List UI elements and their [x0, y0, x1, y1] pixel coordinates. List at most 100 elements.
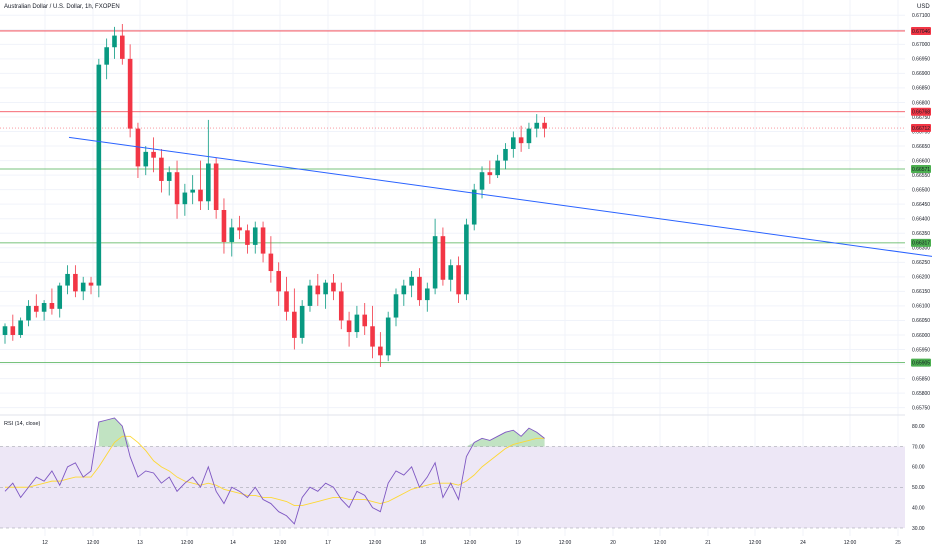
last-price-tag — [911, 124, 931, 133]
rsi-tick-label: 70.00 — [912, 444, 925, 450]
time-tick-label: 17 — [325, 540, 331, 546]
candle-body — [18, 320, 23, 335]
candle-body — [10, 326, 16, 335]
time-tick-label: 20 — [610, 540, 616, 546]
candle-body — [33, 305, 39, 312]
candle-body — [471, 189, 477, 225]
candle-body — [503, 148, 508, 161]
level-price-tag — [911, 358, 931, 367]
candle-body — [307, 285, 313, 306]
rsi-tick-label: 30.00 — [912, 526, 925, 532]
candle-body — [464, 224, 469, 295]
symbol-title[interactable]: Australian Dollar / U.S. Dollar, 1h, FXO… — [4, 4, 120, 10]
rsi-tick-label: 40.00 — [912, 505, 925, 511]
candle-body — [448, 265, 454, 280]
rsi-indicator-label[interactable]: RSI (14, close) — [4, 421, 41, 427]
time-tick-label: 12:00 — [274, 540, 287, 546]
rsi-tick-label: 60.00 — [912, 465, 925, 471]
candle-body — [370, 326, 375, 347]
price-tick-label: 0.66650 — [912, 144, 930, 150]
price-tick-label: 0.66900 — [912, 71, 930, 77]
candle-body — [409, 276, 414, 286]
price-tick-label: 0.66550 — [912, 173, 930, 179]
candle-body — [440, 236, 446, 280]
candle-body — [190, 189, 195, 193]
time-tick-label: 12:00 — [181, 540, 194, 546]
candle-body — [315, 285, 321, 295]
price-tick-label: 0.66200 — [912, 275, 930, 281]
time-tick-label: 18 — [420, 540, 426, 546]
price-tick-label: 0.66150 — [912, 289, 930, 295]
time-tick-label: 24 — [800, 540, 806, 546]
currency-label[interactable]: USD — [917, 4, 930, 10]
candle-body — [2, 326, 8, 335]
price-tags: 0.67046 0.66768 0.66571 0.66317 0.65905 0.667… — [911, 26, 931, 367]
trendline[interactable] — [68, 136, 932, 257]
candle-body — [276, 271, 281, 292]
time-tick-label: 25 — [895, 540, 901, 546]
candle-body — [456, 265, 461, 295]
price-tick-label: 0.66500 — [912, 187, 930, 193]
time-tick-label: 12:00 — [87, 540, 100, 546]
candle-body — [174, 172, 180, 205]
price-tick-label: 0.66800 — [912, 100, 930, 106]
rsi-line — [4, 417, 545, 525]
candle-body — [354, 314, 360, 333]
candle-body — [166, 172, 172, 181]
candle-body — [346, 320, 352, 333]
time-tick-label: 12:00 — [844, 540, 857, 546]
time-tick-label: 21 — [705, 540, 711, 546]
time-tick-label: 12:00 — [654, 540, 667, 546]
level-price-tag-label: 0.67046 — [912, 29, 930, 35]
price-tick-label: 0.66250 — [912, 260, 930, 266]
candle-body — [96, 64, 102, 286]
candlestick-series — [2, 23, 547, 367]
rsi-axis[interactable]: 80.00 70.00 60.00 50.00 40.00 30.00 — [912, 424, 925, 532]
last-price-tag-label: 0.66712 — [912, 126, 930, 132]
level-price-tag-label: 0.65905 — [912, 360, 930, 366]
candle-body — [284, 291, 289, 312]
candle-body — [120, 35, 125, 59]
candle-body — [151, 151, 156, 158]
candle-body — [526, 128, 532, 144]
candle-body — [479, 172, 485, 190]
price-tick-label: 0.66750 — [912, 115, 930, 121]
candle-body — [143, 151, 149, 167]
candle-body — [534, 122, 540, 129]
candle-body — [511, 137, 516, 149]
candle-body — [80, 282, 86, 292]
candle-body — [542, 122, 547, 129]
price-tick-label: 0.65950 — [912, 347, 930, 353]
candle-body — [221, 210, 227, 242]
candle-body — [292, 311, 297, 338]
candle-body — [378, 346, 383, 356]
candle-body — [518, 137, 524, 144]
price-tick-label: 0.66850 — [912, 86, 930, 92]
time-tick-label: 12 — [42, 540, 48, 546]
rsi-ma-line — [5, 435, 545, 507]
candle-body — [213, 163, 219, 210]
level-price-tag-label: 0.66571 — [912, 167, 930, 173]
candle-body — [182, 192, 188, 205]
candle-body — [385, 317, 391, 356]
candle-body — [26, 305, 31, 321]
candle-body — [268, 253, 274, 272]
price-tick-label: 0.66100 — [912, 304, 930, 310]
price-axis[interactable]: 0.671000.670500.670000.669500.669000.668… — [912, 13, 930, 411]
descending-trendline — [68, 136, 932, 257]
price-tick-label: 0.66300 — [912, 246, 930, 252]
price-tick-label: 0.67100 — [912, 13, 930, 19]
candle-body — [112, 35, 117, 48]
candle-body — [49, 303, 55, 309]
price-tick-label: 0.66700 — [912, 129, 930, 135]
rsi-tick-label: 80.00 — [912, 424, 925, 430]
price-tick-label: 0.66950 — [912, 57, 930, 63]
candle-body — [41, 303, 47, 312]
time-axis[interactable]: 12 12:00 13 12:00 14 12:00 17 12:00 18 12:00 19 12:… — [42, 540, 901, 546]
candle-body — [229, 227, 235, 242]
time-tick-label: 12:00 — [559, 540, 572, 546]
time-tick-label: 12:00 — [369, 540, 382, 546]
candle-body — [401, 285, 407, 295]
candle-body — [393, 294, 399, 318]
